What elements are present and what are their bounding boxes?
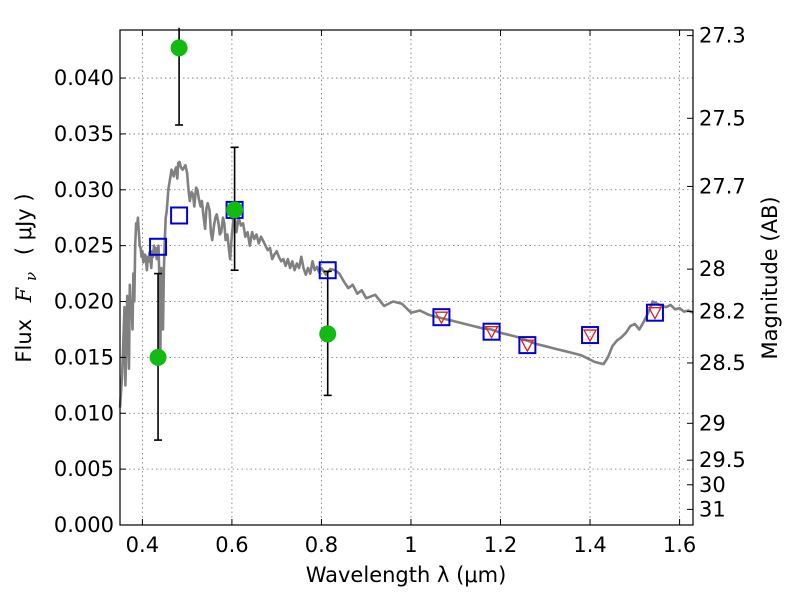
mag-tick-label: 28.2	[699, 300, 746, 324]
red-triangle-marker	[484, 326, 499, 340]
y-axis-title-unit: ( μJy )	[12, 193, 36, 255]
right-axis-title: Magnitude (AB)	[758, 196, 782, 359]
model-spectrum-layer	[118, 160, 694, 408]
mag-tick-label: 28	[699, 257, 726, 281]
model-photometry-square	[432, 308, 451, 327]
mag-tick-label: 27.7	[699, 174, 746, 198]
model-photometry-square	[149, 237, 168, 256]
model-photometry-square	[645, 303, 664, 322]
y-tick-label: 0.000	[54, 513, 114, 537]
red-triangle-marker	[647, 307, 663, 321]
mag-tick-label: 27.5	[699, 106, 746, 130]
x-axis-title: Wavelength λ (μm)	[306, 563, 507, 587]
plot-frame	[119, 29, 694, 526]
model-spectrum-line	[118, 160, 694, 408]
model-photometry-square	[581, 326, 600, 345]
mag-tick-label: 31	[699, 497, 726, 521]
y-tick-label: 0.030	[54, 178, 114, 202]
observed-point	[226, 201, 244, 219]
model-photometry-square	[518, 336, 537, 355]
x-tick-label: 0.4	[126, 533, 159, 557]
y-axis-title-symbol: F	[12, 286, 36, 303]
red-triangle-marker	[582, 329, 598, 343]
observed-point	[319, 325, 337, 343]
y-axis-title: Flux F ν ( μJy )	[12, 193, 41, 362]
y-tick-label: 0.020	[54, 290, 114, 314]
x-tick-label: 0.8	[305, 533, 338, 557]
y-axis-title-flux: Flux	[12, 319, 36, 363]
grid	[120, 30, 693, 526]
red-triangle-marker	[520, 339, 535, 353]
mag-tick-label: 29	[699, 411, 726, 435]
y-axis-title-subscript: ν	[22, 272, 40, 281]
data-points-layer	[149, 27, 664, 441]
mag-tick-label: 27.3	[699, 24, 746, 48]
ticks-layer: 0.4 0.6 0.8 1 1.2 1.4 1.6 0.000 0.005 0.010 0.015 0…	[54, 24, 746, 557]
y-tick-label: 0.010	[54, 401, 114, 425]
observed-point	[149, 348, 167, 366]
y-tick-label: 0.035	[54, 122, 114, 146]
mag-tick-label: 28.5	[699, 351, 746, 375]
x-tick-label: 1.2	[484, 533, 517, 557]
mag-tick-label: 29.5	[699, 448, 746, 472]
x-tick-label: 1.6	[663, 533, 696, 557]
y-tick-label: 0.040	[54, 66, 114, 90]
x-tick-label: 1.4	[573, 533, 606, 557]
model-photometry-square	[318, 261, 337, 280]
y-tick-label: 0.005	[54, 457, 114, 481]
x-tick-label: 0.6	[215, 533, 248, 557]
y-tick-label: 0.025	[54, 234, 114, 258]
x-tick-label: 1	[404, 533, 417, 557]
mag-tick-label: 30	[699, 473, 726, 497]
model-photometry-square	[170, 206, 189, 225]
red-triangle-marker	[434, 311, 449, 325]
observed-point	[170, 39, 188, 57]
model-photometry-square	[482, 322, 501, 341]
y-tick-label: 0.015	[54, 345, 114, 369]
